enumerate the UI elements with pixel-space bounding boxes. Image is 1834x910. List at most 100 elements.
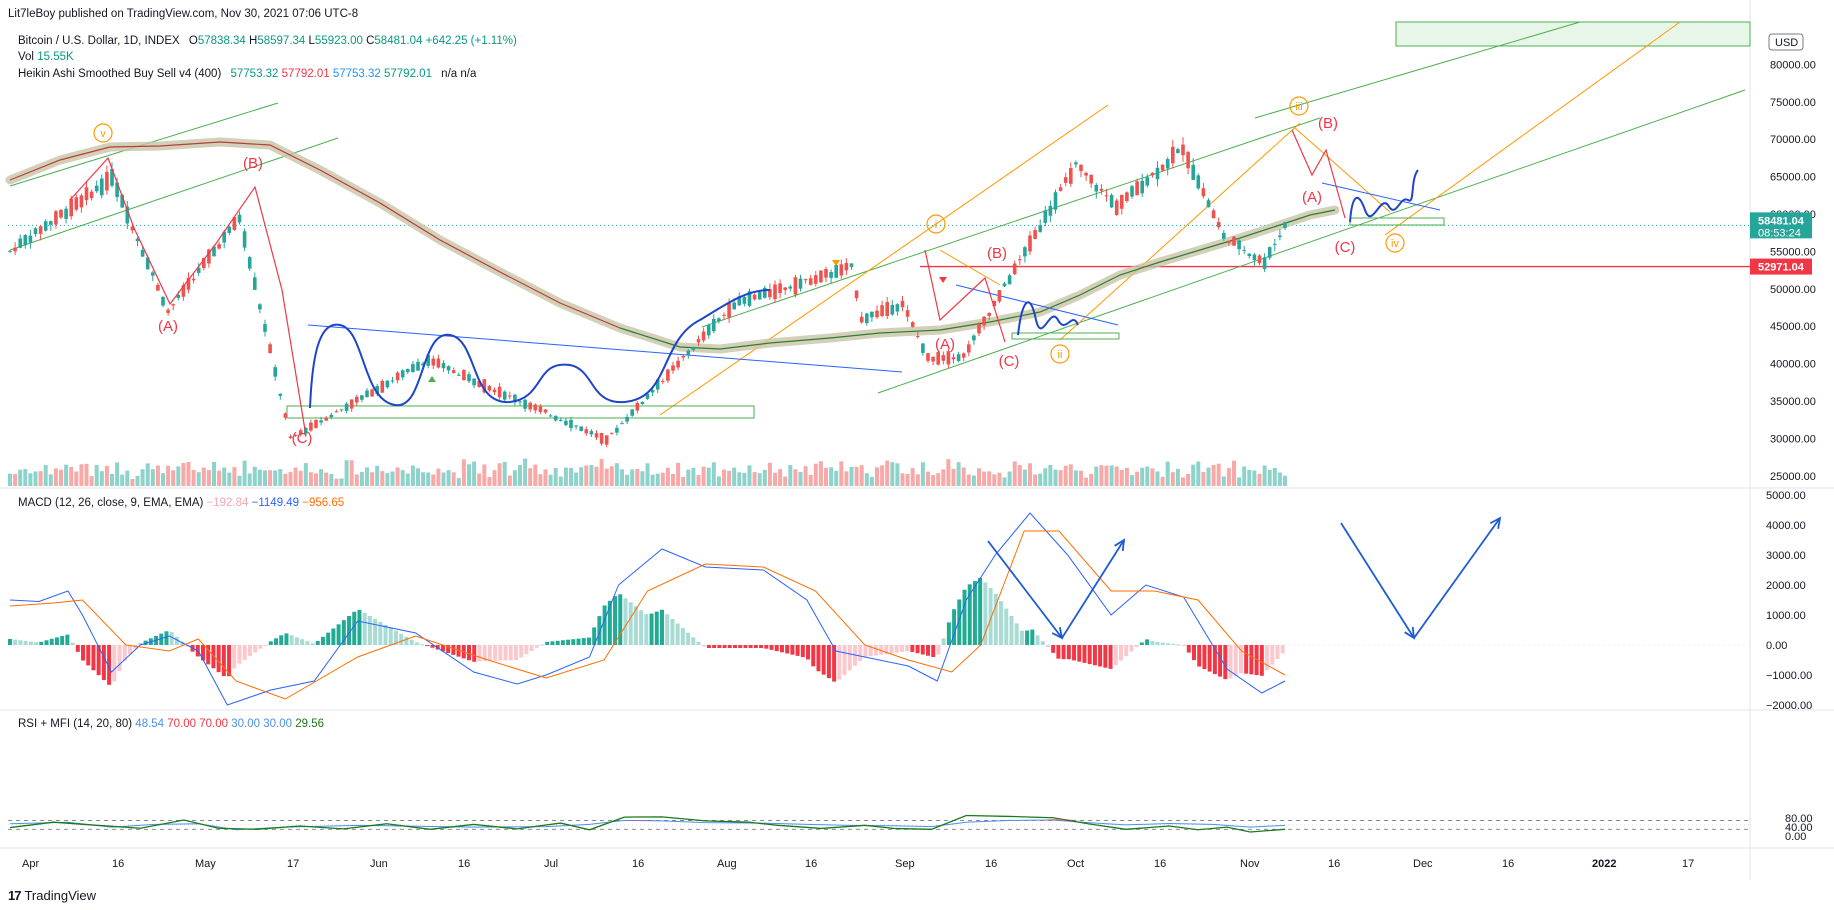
candle-body <box>824 269 828 278</box>
volume-bar <box>869 476 874 486</box>
macd-legend[interactable]: MACD (12, 26, close, 9, EMA, EMA) −192.8… <box>18 497 344 509</box>
volume-bar <box>548 474 553 486</box>
volume-bar <box>227 472 232 486</box>
macd-hist-bar <box>425 645 430 646</box>
volume-bar <box>1002 477 1007 486</box>
volume-bar <box>635 468 640 486</box>
candle-body <box>1247 253 1252 257</box>
rsi-axis-label: 40.00 <box>1785 822 1813 834</box>
volume-bar <box>53 468 58 486</box>
volume-bar <box>23 469 28 486</box>
macd-arrow-down-2-head <box>1404 626 1416 640</box>
symbol-name[interactable]: Bitcoin / U.S. Dollar, 1D, INDEX <box>18 35 180 47</box>
macd-hist-bar <box>159 633 164 645</box>
volume-bar <box>308 472 313 486</box>
macd-hist-bar <box>336 624 341 645</box>
candle-body <box>151 272 155 276</box>
candle-body <box>757 291 762 300</box>
macd-hist-bar <box>931 645 936 658</box>
macd-hist-bar <box>54 637 59 645</box>
volume-bar <box>201 467 206 486</box>
macd-hist-bar <box>915 645 920 654</box>
volume-bar <box>1048 465 1053 486</box>
candle-body <box>1216 221 1221 228</box>
wave-lines-mid <box>924 249 1006 343</box>
volume-bar <box>283 473 288 486</box>
candle-body <box>706 325 711 336</box>
macd-hist-bar <box>373 618 378 645</box>
candle-body <box>1094 184 1099 192</box>
macd-hist-bar <box>753 645 758 648</box>
volume-bar <box>946 459 951 486</box>
wave-label-circle-iii <box>1289 96 1309 116</box>
volume-bar <box>1226 468 1231 486</box>
candle-body <box>589 431 594 435</box>
candle-body <box>885 302 889 316</box>
volume-bar <box>217 470 222 486</box>
volume-bar <box>451 472 456 486</box>
candle-body <box>666 369 670 381</box>
price-axis-label: 40000.00 <box>1770 359 1816 371</box>
candle-body <box>278 393 283 396</box>
volume-bar <box>951 468 956 486</box>
volume-bar <box>1186 473 1191 486</box>
volume-bar <box>196 472 201 486</box>
volume-bar <box>482 464 487 486</box>
volume-bar <box>1028 463 1032 486</box>
volume-bar <box>992 474 997 486</box>
macd-hist-bar <box>743 645 748 648</box>
volume-bar <box>8 473 12 486</box>
macd-hist-bar <box>993 593 998 645</box>
volume-bar <box>1145 466 1150 486</box>
candle-body <box>1114 200 1119 216</box>
correction-label: (C) <box>292 430 313 447</box>
candle-body <box>584 429 589 434</box>
blue-trend-3 <box>1321 182 1441 211</box>
tradingview-logo[interactable]: 17 TradingView <box>8 888 96 903</box>
volume-bar <box>375 465 380 486</box>
rsi-overbought-fill-1 <box>624 819 660 821</box>
symbol-legend[interactable]: Bitcoin / U.S. Dollar, 1D, INDEX O57838.… <box>18 35 517 47</box>
heikin-legend[interactable]: Heikin Ashi Smoothed Buy Sell v4 (400) 5… <box>18 68 476 80</box>
volume-bar <box>1084 477 1089 486</box>
candle-body <box>28 235 33 243</box>
volume-bar <box>1247 469 1252 486</box>
candle-body <box>1018 259 1022 261</box>
macd-hist-bar <box>999 601 1004 645</box>
macd-hist-bar <box>378 621 383 645</box>
volume-bar <box>461 459 466 486</box>
candle-body <box>100 178 104 196</box>
volume-bar <box>365 467 369 486</box>
candle-body <box>564 420 568 426</box>
heikin-value-2: 57792.01 <box>281 68 330 80</box>
macd-hist-bar <box>122 645 127 661</box>
volume-bar <box>1119 469 1124 486</box>
candle-body <box>222 231 226 243</box>
volume-bar <box>813 463 818 486</box>
candle-body <box>737 296 742 306</box>
volume-bar <box>604 468 609 486</box>
volume-bar <box>630 469 635 486</box>
volume-bar <box>589 465 594 486</box>
volume-bar <box>818 461 823 486</box>
volume-legend[interactable]: Vol 15.55K <box>18 51 74 63</box>
macd-hist-bar <box>529 645 534 651</box>
volume-bar <box>477 473 482 486</box>
volume-bar <box>1257 473 1262 486</box>
marker-sell-1 <box>832 260 840 266</box>
time-axis-label: Aug <box>717 858 737 870</box>
macd-hist-bar <box>816 645 821 672</box>
candle-body <box>916 336 920 338</box>
volume-bar <box>467 464 471 486</box>
blue-wave-1 <box>309 289 771 409</box>
volume-bar <box>339 478 344 486</box>
candle-body <box>288 436 293 438</box>
candle-body <box>676 360 680 368</box>
rsi-legend[interactable]: RSI + MFI (14, 20, 80) 48.54 70.00 70.00… <box>18 718 324 730</box>
macd-hist-bar <box>988 588 993 645</box>
volume-bar <box>691 467 696 486</box>
channel-line-5 <box>877 89 1746 394</box>
volume-bar <box>1277 472 1282 486</box>
candle-body <box>247 257 252 269</box>
